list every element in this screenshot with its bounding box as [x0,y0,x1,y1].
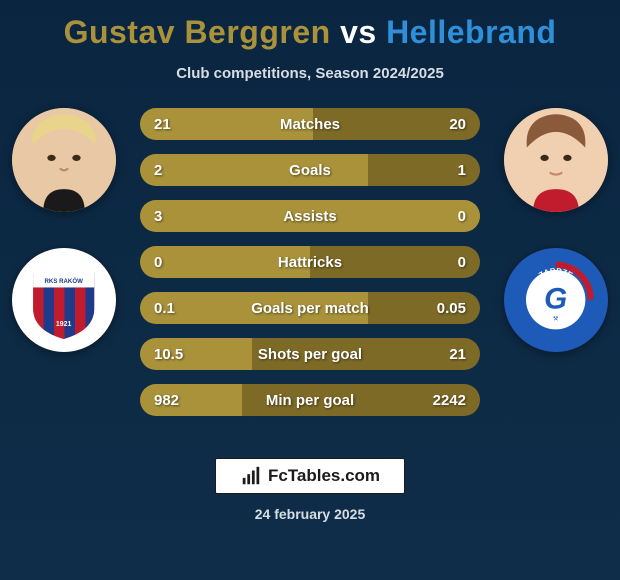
stat-label: Matches [194,116,426,133]
stat-value-right: 2242 [426,392,466,409]
svg-text:1921: 1921 [56,321,72,328]
page-title: Gustav Berggren vs Hellebrand [8,14,612,51]
stat-row: 3Assists0 [140,200,480,232]
stat-value-left: 0 [154,254,194,271]
stat-row: 0.1Goals per match0.05 [140,292,480,324]
stat-value-left: 21 [154,116,194,133]
stat-row: 21Matches20 [140,108,480,140]
stat-value-right: 0 [426,208,466,225]
svg-text:RKS RAKÓW: RKS RAKÓW [45,277,84,285]
footer: FcTables.com 24 february 2025 [8,458,612,522]
date-text: 24 february 2025 [8,506,612,522]
gornik-logo-svg: G ⚒ ZABRZE [512,256,599,343]
title-player1: Gustav Berggren [64,14,331,50]
svg-text:G: G [544,283,567,316]
title-vs: vs [340,14,377,50]
stat-row: 0Hattricks0 [140,246,480,278]
content-area: RKS RAKÓW 1921 [8,108,612,438]
stat-bars: 21Matches202Goals13Assists00Hattricks00.… [140,108,480,416]
rakow-logo-svg: RKS RAKÓW 1921 [20,256,107,343]
stat-value-left: 2 [154,162,194,179]
brand-text: FcTables.com [268,466,380,486]
stat-label: Hattricks [194,254,426,271]
subtitle: Club competitions, Season 2024/2025 [8,65,612,82]
stat-label: Goals per match [194,300,426,317]
stat-value-left: 0.1 [154,300,194,317]
stat-value-left: 3 [154,208,194,225]
stat-value-left: 10.5 [154,346,194,363]
player1-club-logo: RKS RAKÓW 1921 [12,248,116,352]
stat-value-right: 0 [426,254,466,271]
stat-value-right: 20 [426,116,466,133]
player1-avatar [12,108,116,212]
stat-row: 2Goals1 [140,154,480,186]
stat-value-right: 21 [426,346,466,363]
stat-value-left: 982 [154,392,194,409]
player1-avatar-svg [12,108,116,212]
player2-club-logo: G ⚒ ZABRZE [504,248,608,352]
stat-value-right: 0.05 [426,300,466,317]
right-column: G ⚒ ZABRZE [504,108,608,352]
comparison-card: Gustav Berggren vs Hellebrand Club compe… [0,0,620,580]
player2-avatar [504,108,608,212]
stat-label: Shots per goal [194,346,426,363]
stat-row: 10.5Shots per goal21 [140,338,480,370]
stat-label: Goals [194,162,426,179]
stat-value-right: 1 [426,162,466,179]
left-column: RKS RAKÓW 1921 [12,108,116,352]
svg-text:⚒: ⚒ [553,316,559,323]
stat-row: 982Min per goal2242 [140,384,480,416]
title-player2: Hellebrand [386,14,556,50]
brand-badge: FcTables.com [215,458,405,494]
stat-label: Assists [194,208,426,225]
chart-icon [240,465,262,487]
stat-label: Min per goal [194,392,426,409]
player2-avatar-svg [504,108,608,212]
